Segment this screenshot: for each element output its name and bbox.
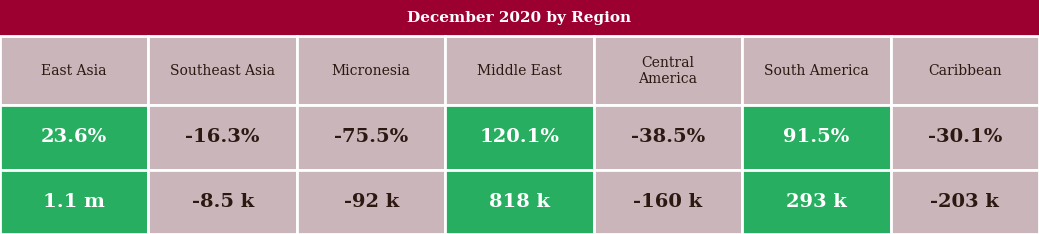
Text: -92 k: -92 k: [344, 193, 399, 211]
Bar: [890, 36, 1039, 105]
Text: -8.5 k: -8.5 k: [191, 193, 254, 211]
Bar: [593, 105, 742, 170]
Text: -16.3%: -16.3%: [185, 128, 260, 146]
Bar: [593, 36, 742, 105]
Text: Central
America: Central America: [638, 56, 697, 86]
Bar: [0, 36, 149, 105]
Text: Southeast Asia: Southeast Asia: [170, 64, 275, 78]
Text: Micronesia: Micronesia: [331, 64, 410, 78]
Text: -75.5%: -75.5%: [334, 128, 408, 146]
Text: Middle East: Middle East: [477, 64, 562, 78]
Bar: [297, 170, 446, 234]
Bar: [297, 36, 446, 105]
Bar: [742, 105, 890, 170]
Bar: [890, 105, 1039, 170]
Bar: [890, 170, 1039, 234]
Text: -160 k: -160 k: [634, 193, 702, 211]
Text: South America: South America: [764, 64, 869, 78]
Bar: [297, 105, 446, 170]
Text: East Asia: East Asia: [42, 64, 107, 78]
Text: -203 k: -203 k: [930, 193, 1000, 211]
Text: December 2020 by Region: December 2020 by Region: [407, 11, 632, 25]
Text: 293 k: 293 k: [785, 193, 847, 211]
Bar: [149, 105, 297, 170]
Text: 818 k: 818 k: [489, 193, 550, 211]
Bar: [0, 170, 149, 234]
Text: -38.5%: -38.5%: [631, 128, 705, 146]
Bar: [446, 170, 593, 234]
Text: 120.1%: 120.1%: [480, 128, 559, 146]
Bar: [149, 170, 297, 234]
Bar: [446, 36, 593, 105]
Text: Caribbean: Caribbean: [928, 64, 1002, 78]
Text: 1.1 m: 1.1 m: [44, 193, 105, 211]
Bar: [742, 36, 890, 105]
Text: 91.5%: 91.5%: [783, 128, 850, 146]
Bar: [446, 105, 593, 170]
Bar: [0, 105, 149, 170]
Text: 23.6%: 23.6%: [42, 128, 107, 146]
Text: -30.1%: -30.1%: [928, 128, 1002, 146]
Bar: [742, 170, 890, 234]
Bar: [593, 170, 742, 234]
Bar: [149, 36, 297, 105]
Bar: [0, 0, 1039, 36]
